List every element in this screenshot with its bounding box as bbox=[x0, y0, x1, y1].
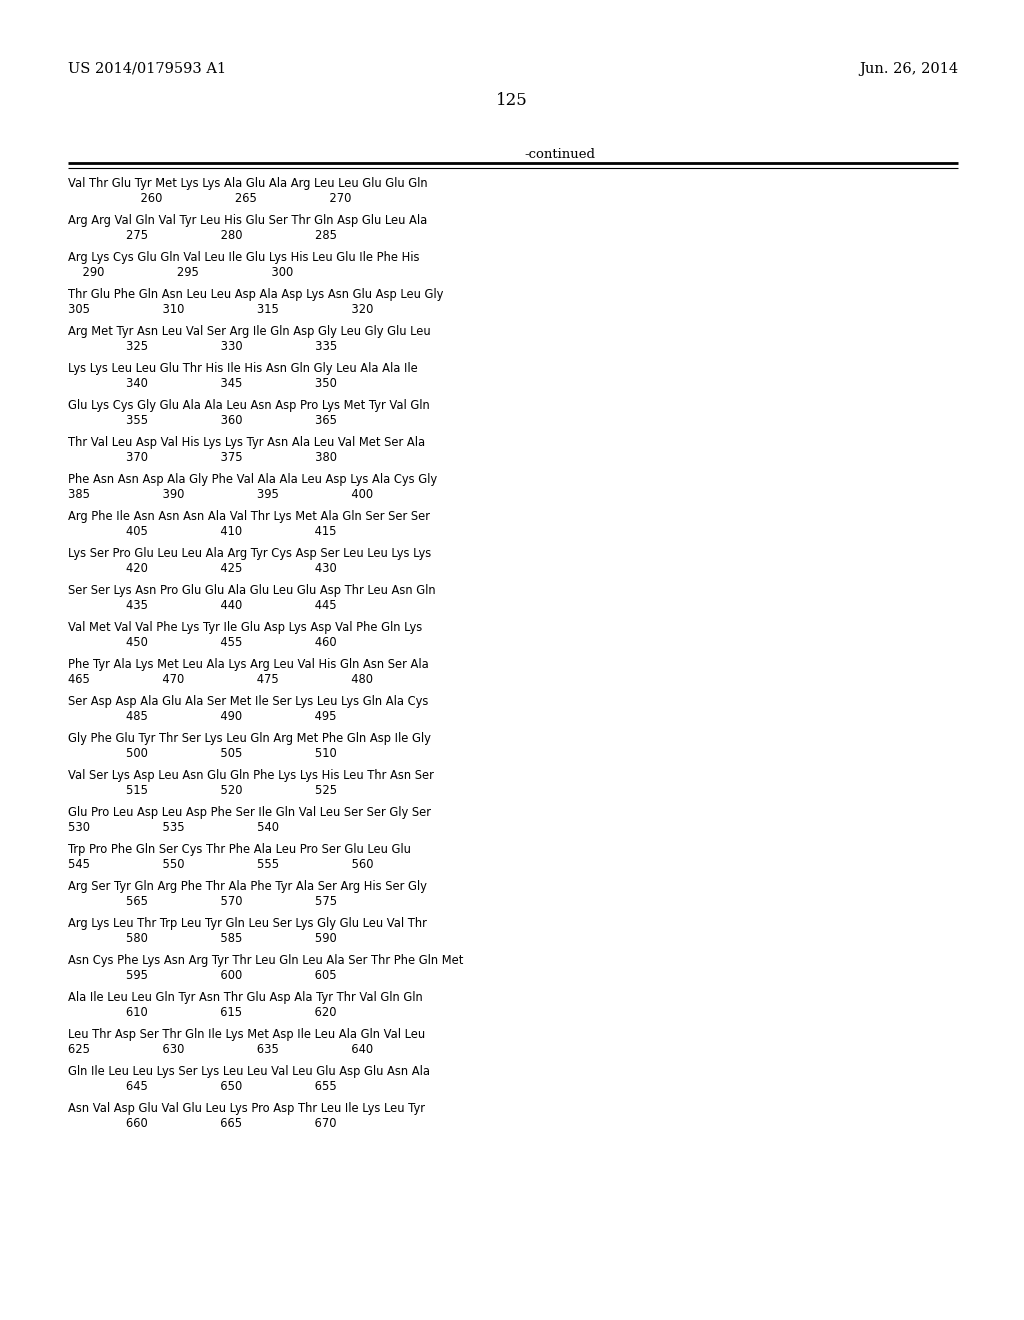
Text: 355                    360                    365: 355 360 365 bbox=[68, 414, 337, 426]
Text: 595                    600                    605: 595 600 605 bbox=[68, 969, 337, 982]
Text: 305                    310                    315                    320: 305 310 315 320 bbox=[68, 304, 374, 315]
Text: Ser Ser Lys Asn Pro Glu Glu Ala Glu Leu Glu Asp Thr Leu Asn Gln: Ser Ser Lys Asn Pro Glu Glu Ala Glu Leu … bbox=[68, 583, 435, 597]
Text: Glu Pro Leu Asp Leu Asp Phe Ser Ile Gln Val Leu Ser Ser Gly Ser: Glu Pro Leu Asp Leu Asp Phe Ser Ile Gln … bbox=[68, 807, 431, 818]
Text: Phe Asn Asn Asp Ala Gly Phe Val Ala Ala Leu Asp Lys Ala Cys Gly: Phe Asn Asn Asp Ala Gly Phe Val Ala Ala … bbox=[68, 473, 437, 486]
Text: 545                    550                    555                    560: 545 550 555 560 bbox=[68, 858, 374, 871]
Text: 405                    410                    415: 405 410 415 bbox=[68, 525, 337, 539]
Text: Lys Ser Pro Glu Leu Leu Ala Arg Tyr Cys Asp Ser Leu Leu Lys Lys: Lys Ser Pro Glu Leu Leu Ala Arg Tyr Cys … bbox=[68, 546, 431, 560]
Text: 260                    265                    270: 260 265 270 bbox=[68, 191, 351, 205]
Text: Arg Lys Cys Glu Gln Val Leu Ile Glu Lys His Leu Glu Ile Phe His: Arg Lys Cys Glu Gln Val Leu Ile Glu Lys … bbox=[68, 251, 420, 264]
Text: Arg Ser Tyr Gln Arg Phe Thr Ala Phe Tyr Ala Ser Arg His Ser Gly: Arg Ser Tyr Gln Arg Phe Thr Ala Phe Tyr … bbox=[68, 880, 427, 894]
Text: 420                    425                    430: 420 425 430 bbox=[68, 562, 337, 576]
Text: 515                    520                    525: 515 520 525 bbox=[68, 784, 337, 797]
Text: 465                    470                    475                    480: 465 470 475 480 bbox=[68, 673, 373, 686]
Text: 500                    505                    510: 500 505 510 bbox=[68, 747, 337, 760]
Text: 485                    490                    495: 485 490 495 bbox=[68, 710, 337, 723]
Text: 370                    375                    380: 370 375 380 bbox=[68, 451, 337, 465]
Text: Asn Cys Phe Lys Asn Arg Tyr Thr Leu Gln Leu Ala Ser Thr Phe Gln Met: Asn Cys Phe Lys Asn Arg Tyr Thr Leu Gln … bbox=[68, 954, 464, 968]
Text: 275                    280                    285: 275 280 285 bbox=[68, 228, 337, 242]
Text: Val Met Val Val Phe Lys Tyr Ile Glu Asp Lys Asp Val Phe Gln Lys: Val Met Val Val Phe Lys Tyr Ile Glu Asp … bbox=[68, 620, 422, 634]
Text: Val Ser Lys Asp Leu Asn Glu Gln Phe Lys Lys His Leu Thr Asn Ser: Val Ser Lys Asp Leu Asn Glu Gln Phe Lys … bbox=[68, 770, 434, 781]
Text: Arg Met Tyr Asn Leu Val Ser Arg Ile Gln Asp Gly Leu Gly Glu Leu: Arg Met Tyr Asn Leu Val Ser Arg Ile Gln … bbox=[68, 325, 431, 338]
Text: 610                    615                    620: 610 615 620 bbox=[68, 1006, 337, 1019]
Text: Trp Pro Phe Gln Ser Cys Thr Phe Ala Leu Pro Ser Glu Leu Glu: Trp Pro Phe Gln Ser Cys Thr Phe Ala Leu … bbox=[68, 843, 411, 855]
Text: 580                    585                    590: 580 585 590 bbox=[68, 932, 337, 945]
Text: 565                    570                    575: 565 570 575 bbox=[68, 895, 337, 908]
Text: Glu Lys Cys Gly Glu Ala Ala Leu Asn Asp Pro Lys Met Tyr Val Gln: Glu Lys Cys Gly Glu Ala Ala Leu Asn Asp … bbox=[68, 399, 430, 412]
Text: 385                    390                    395                    400: 385 390 395 400 bbox=[68, 488, 373, 502]
Text: 625                    630                    635                    640: 625 630 635 640 bbox=[68, 1043, 373, 1056]
Text: Thr Val Leu Asp Val His Lys Lys Tyr Asn Ala Leu Val Met Ser Ala: Thr Val Leu Asp Val His Lys Lys Tyr Asn … bbox=[68, 436, 425, 449]
Text: US 2014/0179593 A1: US 2014/0179593 A1 bbox=[68, 62, 226, 77]
Text: Phe Tyr Ala Lys Met Leu Ala Lys Arg Leu Val His Gln Asn Ser Ala: Phe Tyr Ala Lys Met Leu Ala Lys Arg Leu … bbox=[68, 657, 429, 671]
Text: Asn Val Asp Glu Val Glu Leu Lys Pro Asp Thr Leu Ile Lys Leu Tyr: Asn Val Asp Glu Val Glu Leu Lys Pro Asp … bbox=[68, 1102, 425, 1115]
Text: 325                    330                    335: 325 330 335 bbox=[68, 341, 337, 352]
Text: Thr Glu Phe Gln Asn Leu Leu Asp Ala Asp Lys Asn Glu Asp Leu Gly: Thr Glu Phe Gln Asn Leu Leu Asp Ala Asp … bbox=[68, 288, 443, 301]
Text: Ser Asp Asp Ala Glu Ala Ser Met Ile Ser Lys Leu Lys Gln Ala Cys: Ser Asp Asp Ala Glu Ala Ser Met Ile Ser … bbox=[68, 696, 428, 708]
Text: Jun. 26, 2014: Jun. 26, 2014 bbox=[859, 62, 958, 77]
Text: Arg Lys Leu Thr Trp Leu Tyr Gln Leu Ser Lys Gly Glu Leu Val Thr: Arg Lys Leu Thr Trp Leu Tyr Gln Leu Ser … bbox=[68, 917, 427, 931]
Text: Arg Phe Ile Asn Asn Asn Ala Val Thr Lys Met Ala Gln Ser Ser Ser: Arg Phe Ile Asn Asn Asn Ala Val Thr Lys … bbox=[68, 510, 430, 523]
Text: Gly Phe Glu Tyr Thr Ser Lys Leu Gln Arg Met Phe Gln Asp Ile Gly: Gly Phe Glu Tyr Thr Ser Lys Leu Gln Arg … bbox=[68, 733, 431, 744]
Text: 645                    650                    655: 645 650 655 bbox=[68, 1080, 337, 1093]
Text: Leu Thr Asp Ser Thr Gln Ile Lys Met Asp Ile Leu Ala Gln Val Leu: Leu Thr Asp Ser Thr Gln Ile Lys Met Asp … bbox=[68, 1028, 425, 1041]
Text: 450                    455                    460: 450 455 460 bbox=[68, 636, 337, 649]
Text: 435                    440                    445: 435 440 445 bbox=[68, 599, 337, 612]
Text: 530                    535                    540: 530 535 540 bbox=[68, 821, 279, 834]
Text: Gln Ile Leu Leu Lys Ser Lys Leu Leu Val Leu Glu Asp Glu Asn Ala: Gln Ile Leu Leu Lys Ser Lys Leu Leu Val … bbox=[68, 1065, 430, 1078]
Text: Ala Ile Leu Leu Gln Tyr Asn Thr Glu Asp Ala Tyr Thr Val Gln Gln: Ala Ile Leu Leu Gln Tyr Asn Thr Glu Asp … bbox=[68, 991, 423, 1005]
Text: Lys Lys Leu Leu Glu Thr His Ile His Asn Gln Gly Leu Ala Ala Ile: Lys Lys Leu Leu Glu Thr His Ile His Asn … bbox=[68, 362, 418, 375]
Text: -continued: -continued bbox=[524, 148, 596, 161]
Text: 290                    295                    300: 290 295 300 bbox=[68, 267, 293, 279]
Text: 125: 125 bbox=[496, 92, 528, 110]
Text: Arg Arg Val Gln Val Tyr Leu His Glu Ser Thr Gln Asp Glu Leu Ala: Arg Arg Val Gln Val Tyr Leu His Glu Ser … bbox=[68, 214, 427, 227]
Text: 660                    665                    670: 660 665 670 bbox=[68, 1117, 337, 1130]
Text: 340                    345                    350: 340 345 350 bbox=[68, 378, 337, 389]
Text: Val Thr Glu Tyr Met Lys Lys Ala Glu Ala Arg Leu Leu Glu Glu Gln: Val Thr Glu Tyr Met Lys Lys Ala Glu Ala … bbox=[68, 177, 428, 190]
